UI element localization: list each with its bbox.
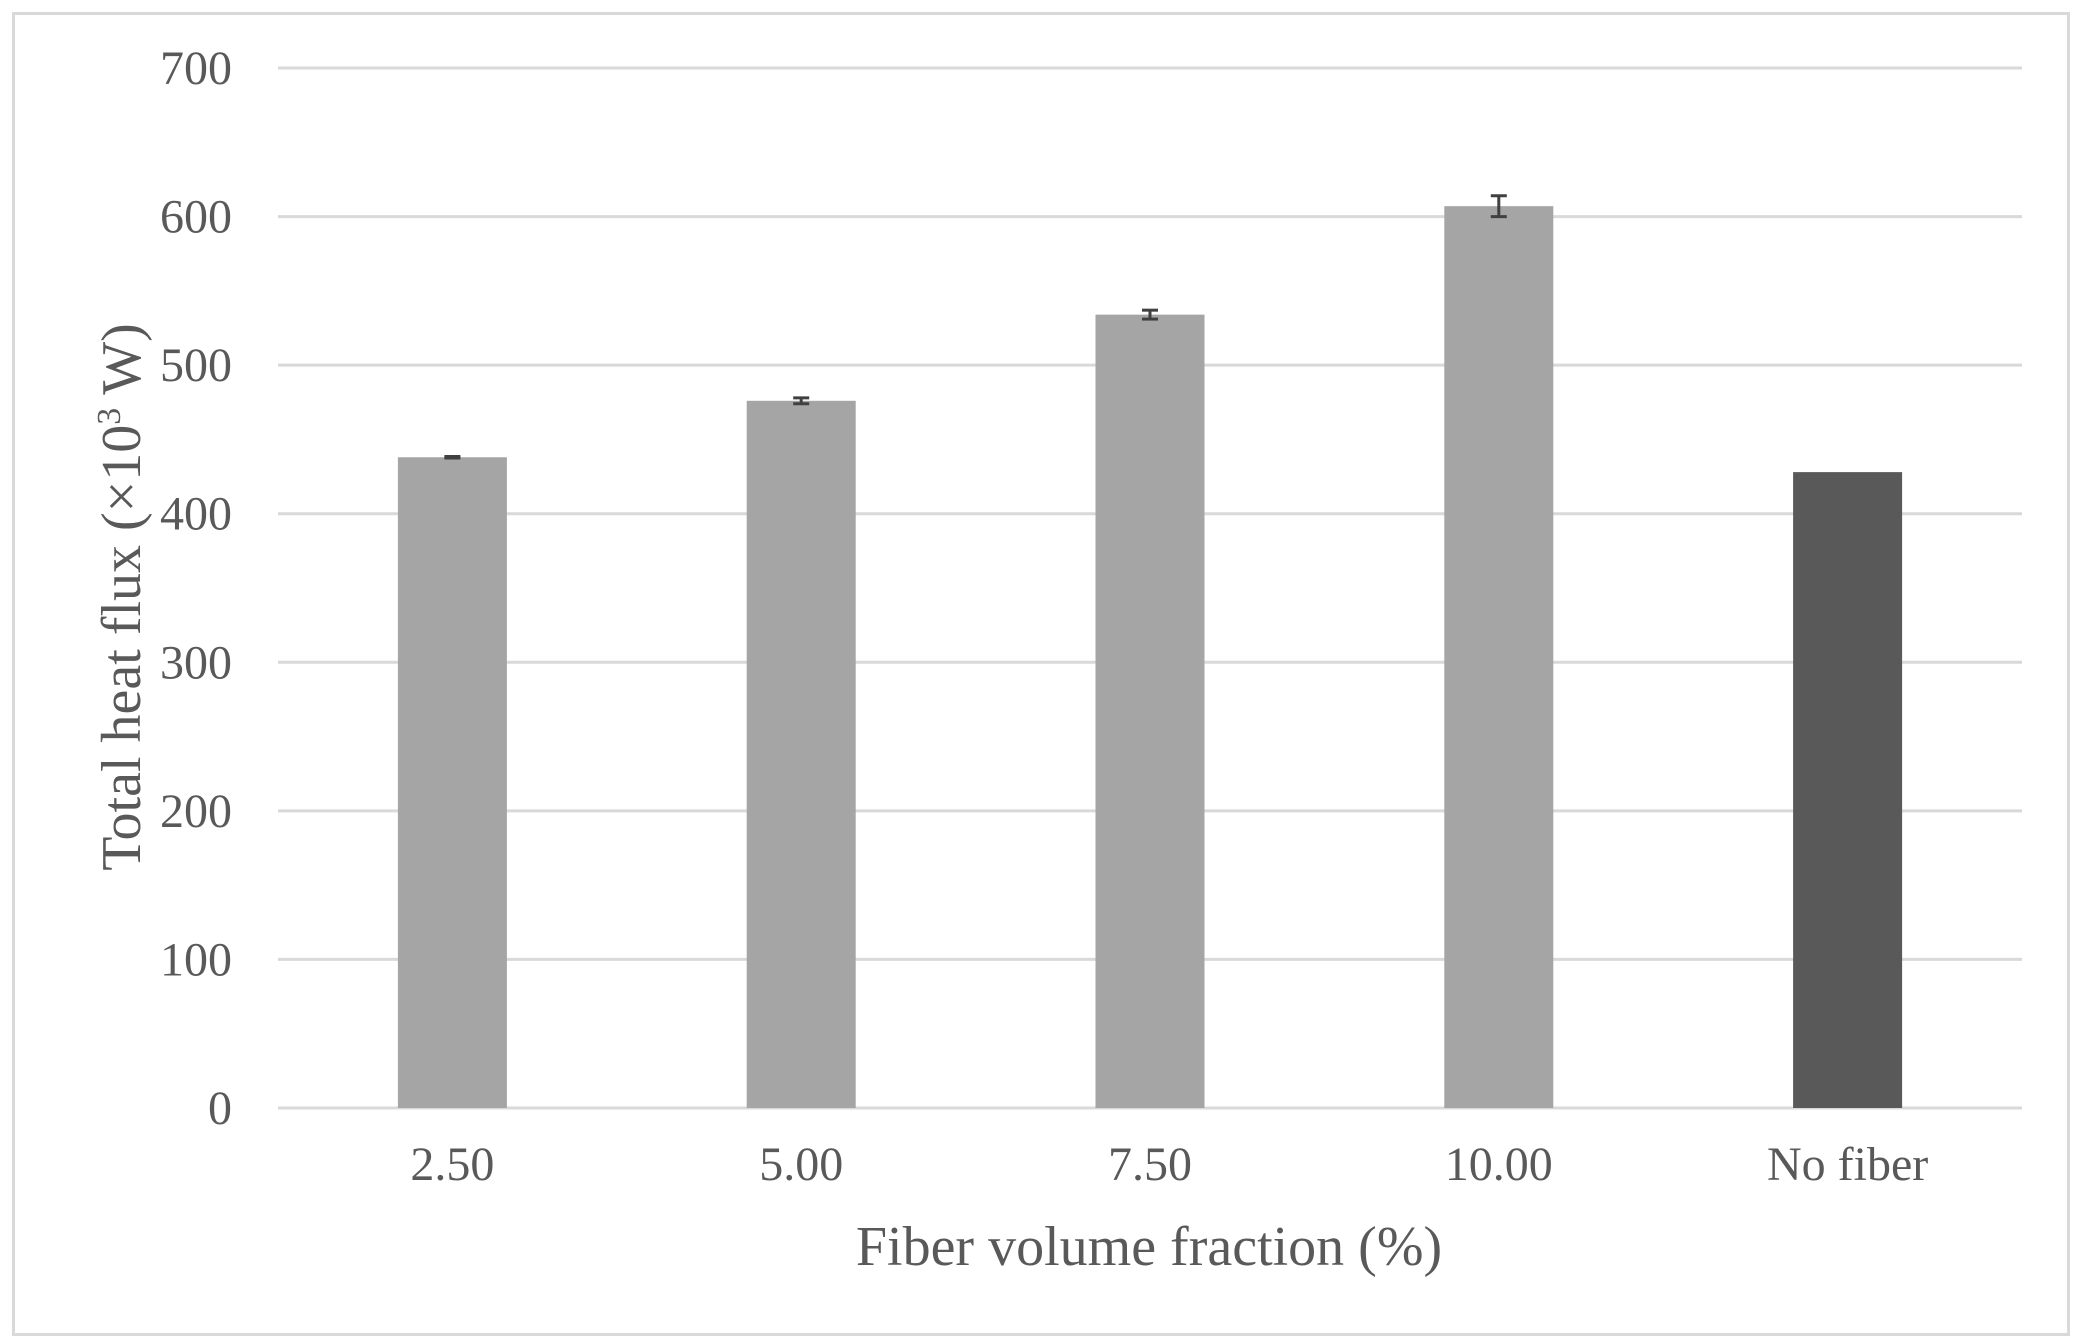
- bar-chart: 0 100 200 300 400 500 600 700 2.50 5.00 7.50 10.00…: [91, 42, 2022, 1278]
- bar: [746, 400, 856, 1108]
- x-tick-label: 2.50: [410, 1138, 494, 1191]
- error-bar: [444, 455, 461, 460]
- x-axis-title: Fiber volume fraction (%): [856, 1216, 1442, 1278]
- error-bar: [793, 396, 810, 406]
- y-tick-label: 700: [160, 42, 232, 95]
- y-tick-label: 500: [160, 339, 232, 392]
- y-axis-tick-labels: 0 100 200 300 400 500 600 700: [160, 42, 232, 1135]
- bar: [1793, 472, 1903, 1109]
- y-axis-title-superscript: 3: [91, 408, 128, 425]
- y-tick-label: 0: [208, 1082, 232, 1135]
- y-tick-label: 200: [160, 785, 232, 838]
- y-axis-title-suffix: W): [91, 323, 153, 408]
- error-bar: [1142, 308, 1158, 321]
- error-bars: [444, 194, 1507, 460]
- x-axis-tick-labels: 2.50 5.00 7.50 10.00 No fiber: [410, 1138, 1928, 1191]
- y-tick-label: 600: [160, 191, 232, 244]
- x-tick-label: 5.00: [759, 1138, 843, 1191]
- bar: [397, 457, 507, 1108]
- chart-frame: 0 100 200 300 400 500 600 700 2.50 5.00 7.50 10.00…: [12, 12, 2070, 1336]
- bar: [1095, 314, 1205, 1109]
- y-axis-title-prefix: Total heat flux (×10: [91, 425, 153, 871]
- y-axis-title: Total heat flux (×103 W): [91, 323, 153, 870]
- x-tick-label: 7.50: [1108, 1138, 1192, 1191]
- y-tick-label: 100: [160, 933, 232, 986]
- y-tick-label: 400: [160, 488, 232, 541]
- x-tick-label: 10.00: [1445, 1138, 1553, 1191]
- bars: [397, 206, 1903, 1109]
- y-tick-label: 300: [160, 636, 232, 689]
- error-bar: [1490, 194, 1507, 219]
- bar: [1444, 206, 1554, 1108]
- x-tick-label: No fiber: [1767, 1138, 1928, 1191]
